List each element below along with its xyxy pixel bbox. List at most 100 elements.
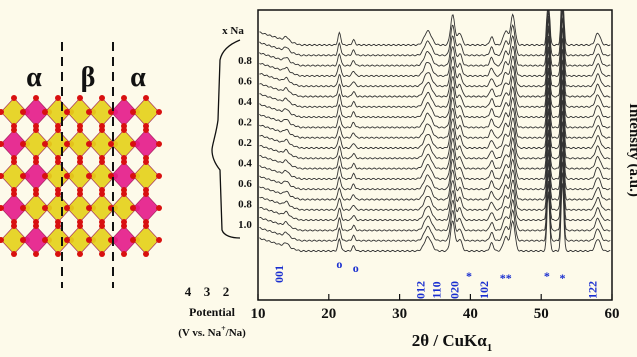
peak-label: 012 bbox=[413, 281, 427, 299]
oxygen-atom bbox=[130, 205, 136, 211]
polyhedron bbox=[132, 225, 160, 255]
na-tick: 0.4 bbox=[238, 96, 252, 108]
oxygen-atom bbox=[99, 127, 105, 133]
oxygen-atom bbox=[143, 191, 149, 197]
polyhedron bbox=[132, 129, 160, 159]
peak-label: 122 bbox=[585, 281, 599, 299]
x-tick-label: 20 bbox=[321, 306, 336, 322]
oxygen-atom bbox=[11, 191, 17, 197]
xrd-pattern bbox=[259, 10, 611, 57]
xrd-pattern bbox=[259, 99, 611, 170]
peak-label: o bbox=[336, 257, 342, 271]
oxygen-atom bbox=[130, 109, 136, 115]
xrd-pattern bbox=[259, 141, 611, 211]
peak-label: * bbox=[544, 269, 550, 283]
oxygen-atom bbox=[0, 173, 4, 179]
potential-tick: 2 bbox=[223, 284, 230, 299]
oxygen-atom bbox=[156, 173, 162, 179]
polyhedron bbox=[132, 97, 160, 127]
na-tick: 0.6 bbox=[238, 76, 252, 88]
oxygen-atom bbox=[55, 191, 61, 197]
xrd-ylabel: Intensity (a.u.) bbox=[626, 103, 637, 197]
oxygen-atom bbox=[42, 205, 48, 211]
oxygen-atom bbox=[55, 159, 61, 165]
oxygen-atom bbox=[86, 205, 92, 211]
oxygen-atom bbox=[143, 127, 149, 133]
xrd-pattern bbox=[259, 10, 611, 77]
oxygen-atom bbox=[42, 109, 48, 115]
x-tick-label: 40 bbox=[463, 306, 478, 322]
oxygen-atom bbox=[130, 173, 136, 179]
oxygen-atom bbox=[33, 223, 39, 229]
oxygen-atom bbox=[64, 173, 70, 179]
oxygen-atom bbox=[55, 251, 61, 257]
oxygen-atom bbox=[11, 223, 17, 229]
phase-label: β bbox=[81, 62, 96, 93]
polyhedron bbox=[132, 161, 160, 191]
na-tick: 0.2 bbox=[238, 137, 252, 149]
oxygen-atom bbox=[55, 95, 61, 101]
phase-label: α bbox=[26, 62, 42, 93]
oxygen-atom bbox=[77, 223, 83, 229]
peak-label: 110 bbox=[430, 281, 444, 298]
oxygen-atom bbox=[143, 159, 149, 165]
oxygen-atom bbox=[121, 191, 127, 197]
oxygen-atom bbox=[121, 127, 127, 133]
oxygen-atom bbox=[0, 109, 4, 115]
oxygen-atom bbox=[121, 223, 127, 229]
oxygen-atom bbox=[99, 223, 105, 229]
polyhedron bbox=[132, 193, 160, 223]
oxygen-atom bbox=[77, 95, 83, 101]
peak-label: o bbox=[353, 261, 359, 275]
x-tick-label: 60 bbox=[605, 306, 620, 322]
na-tick: 0.4 bbox=[238, 158, 252, 170]
oxygen-atom bbox=[64, 205, 70, 211]
oxygen-atom bbox=[86, 141, 92, 147]
x-tick-label: 10 bbox=[251, 306, 266, 322]
oxygen-atom bbox=[99, 95, 105, 101]
oxygen-atom bbox=[42, 173, 48, 179]
xrd-frame bbox=[257, 9, 613, 301]
oxygen-atom bbox=[121, 159, 127, 165]
oxygen-atom bbox=[99, 159, 105, 165]
potential-curve bbox=[211, 39, 241, 239]
xrd-pattern bbox=[259, 131, 611, 201]
xrd-pattern bbox=[259, 10, 611, 47]
xrd-pattern bbox=[259, 27, 611, 98]
oxygen-atom bbox=[143, 251, 149, 257]
oxygen-atom bbox=[64, 109, 70, 115]
oxygen-atom bbox=[20, 205, 26, 211]
xrd-pattern bbox=[259, 59, 611, 129]
oxygen-atom bbox=[77, 191, 83, 197]
peak-label: * bbox=[466, 269, 472, 283]
oxygen-atom bbox=[121, 95, 127, 101]
peak-label: 001 bbox=[272, 265, 286, 283]
oxygen-atom bbox=[156, 109, 162, 115]
oxygen-atom bbox=[156, 237, 162, 243]
xrd-pattern bbox=[259, 151, 611, 222]
oxygen-atom bbox=[55, 127, 61, 133]
crystal-structure bbox=[0, 95, 162, 257]
oxygen-atom bbox=[64, 237, 70, 243]
oxygen-atom bbox=[20, 237, 26, 243]
na-tick: 1.0 bbox=[238, 219, 252, 231]
oxygen-atom bbox=[20, 141, 26, 147]
na-axis-label: x Na bbox=[222, 25, 244, 37]
oxygen-atom bbox=[0, 141, 4, 147]
x-tick-label: 30 bbox=[392, 306, 407, 322]
potential-units: (V vs. Na+/Na) bbox=[178, 324, 246, 339]
oxygen-atom bbox=[121, 251, 127, 257]
peak-label: 102 bbox=[477, 281, 491, 299]
oxygen-atom bbox=[77, 159, 83, 165]
xrd-pattern bbox=[259, 10, 611, 67]
xrd-pattern bbox=[259, 49, 611, 119]
oxygen-atom bbox=[11, 251, 17, 257]
oxygen-atom bbox=[33, 191, 39, 197]
oxygen-atom bbox=[0, 237, 4, 243]
oxygen-atom bbox=[0, 205, 4, 211]
oxygen-atom bbox=[99, 251, 105, 257]
oxygen-atom bbox=[156, 205, 162, 211]
peak-label: 020 bbox=[447, 281, 461, 299]
oxygen-atom bbox=[42, 237, 48, 243]
